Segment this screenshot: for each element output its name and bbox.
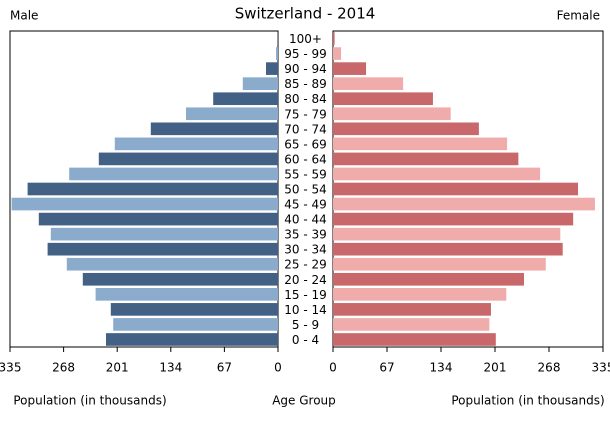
bar [82, 272, 278, 286]
bar [333, 227, 561, 241]
bar [333, 197, 595, 211]
bar [242, 77, 278, 90]
y-tick-label: 45 - 49 [284, 198, 327, 212]
x-tick-label: 201 [484, 361, 507, 375]
y-tick-label: 100+ [289, 32, 322, 46]
y-tick-label: 75 - 79 [284, 107, 327, 121]
x-tick-label: 0 [274, 361, 282, 375]
bar [333, 137, 508, 151]
bar [333, 182, 579, 196]
bar [150, 122, 278, 136]
y-tick-label: 65 - 69 [284, 137, 327, 151]
legend-female: Female [557, 9, 600, 23]
bar [38, 212, 278, 226]
bar [333, 303, 491, 316]
x-tick-label: 134 [159, 361, 182, 375]
y-tick-label: 50 - 54 [284, 183, 327, 197]
x-tick-label: 268 [538, 361, 561, 375]
legend-male: Male [10, 9, 38, 23]
bar [333, 62, 367, 75]
bar [50, 227, 278, 241]
bar [333, 77, 404, 90]
chart-title: Switzerland - 2014 [235, 5, 376, 23]
bar [333, 107, 451, 121]
x-tick-label: 268 [52, 361, 75, 375]
bar [27, 182, 278, 196]
x-tick-label: 134 [430, 361, 453, 375]
bar [213, 92, 278, 106]
y-tick-label: 55 - 59 [284, 167, 327, 181]
bar [186, 107, 278, 121]
bar [333, 272, 525, 286]
bar [333, 32, 335, 45]
x-tick-label: 0 [329, 361, 337, 375]
bar [333, 167, 541, 181]
bar [333, 152, 519, 166]
bar [266, 62, 278, 75]
bar [333, 47, 342, 60]
bar [333, 257, 546, 271]
bar [333, 242, 563, 256]
y-tick-label: 25 - 29 [284, 258, 327, 272]
bar [47, 242, 278, 256]
y-tick-label: 90 - 94 [284, 62, 327, 76]
y-tick-label: 40 - 44 [284, 213, 327, 227]
x-tick-label: 67 [217, 361, 232, 375]
bar [113, 318, 278, 331]
y-tick-label: 0 - 4 [292, 333, 319, 347]
y-tick-label: 10 - 14 [284, 303, 327, 317]
bar [333, 212, 574, 226]
bar [66, 257, 278, 271]
y-tick-label: 35 - 39 [284, 228, 327, 242]
y-axis-label: Age Group [272, 394, 336, 408]
x-tick-label: 67 [379, 361, 394, 375]
bar [333, 92, 433, 106]
y-tick-label: 70 - 74 [284, 122, 327, 136]
x-axis-label: Population (in thousands) [13, 394, 166, 408]
y-tick-label: 60 - 64 [284, 152, 327, 166]
bar [333, 318, 490, 331]
y-tick-label: 30 - 34 [284, 243, 327, 257]
y-tick-label: 80 - 84 [284, 92, 327, 106]
bar [69, 167, 278, 181]
y-tick-label: 95 - 99 [284, 47, 327, 61]
bar [333, 333, 496, 346]
x-tick-label: 201 [106, 361, 129, 375]
y-tick-label: 85 - 89 [284, 77, 327, 91]
bar [333, 122, 479, 136]
x-axis-label: Population (in thousands) [451, 394, 604, 408]
bar [110, 303, 278, 316]
y-tick-label: 5 - 9 [292, 318, 319, 332]
bar [95, 288, 278, 301]
bar [11, 197, 278, 211]
bar [106, 333, 278, 346]
bar [333, 288, 507, 301]
x-tick-label: 335 [0, 361, 21, 375]
x-tick-label: 335 [592, 361, 610, 375]
bar [98, 152, 278, 166]
bar [276, 47, 278, 60]
y-tick-label: 20 - 24 [284, 273, 327, 287]
y-tick-label: 15 - 19 [284, 288, 327, 302]
bar [114, 137, 278, 151]
